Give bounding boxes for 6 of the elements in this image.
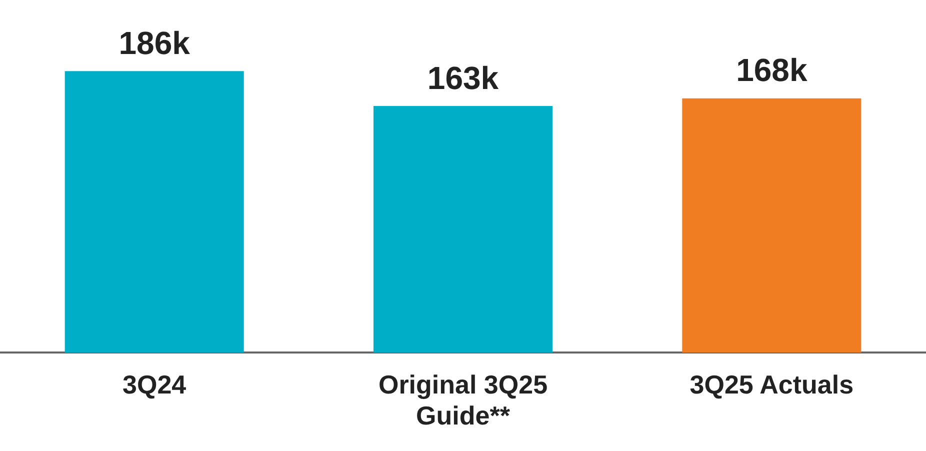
data-label: 186k — [118, 25, 190, 62]
data-label: 168k — [736, 52, 808, 88]
x-tick-label: Original 3Q25 Guide** — [378, 369, 548, 431]
data-label: 163k — [427, 60, 499, 96]
x-tick-label: 3Q24 — [122, 369, 187, 400]
x-tick-label: 3Q25 Actuals — [690, 369, 854, 400]
